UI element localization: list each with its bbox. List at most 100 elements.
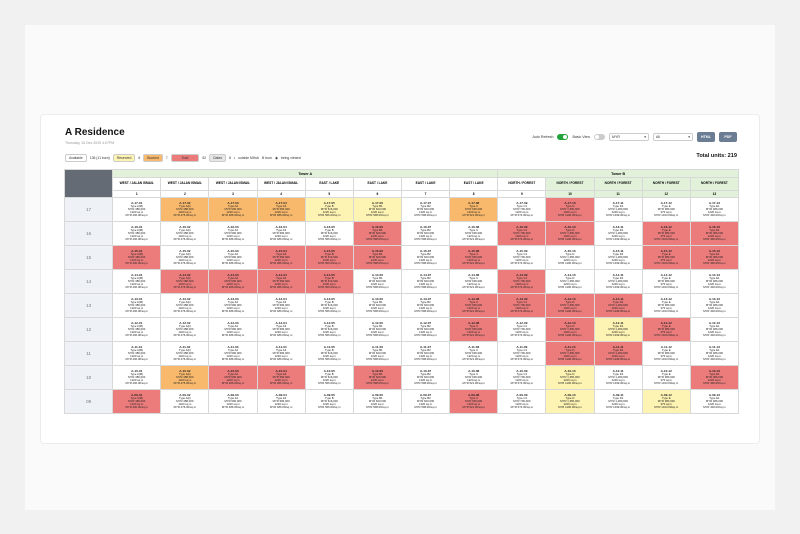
unit-cell[interactable]: A-17-09 Type C1 MYR 700,000 1220 sq.m MYR 57… xyxy=(497,197,547,222)
unit-cell[interactable]: A-11-06 Type B1 MYR 620,000 1220 sq.m MYR 50… xyxy=(352,341,402,366)
unit-cell[interactable]: A-11-12 Type E MYR 380,000 375 sq.m MYR 1013… xyxy=(641,341,691,366)
unit-cell[interactable]: A-10-08 Type C MYR 636,000 1220 sq.m MYR 521… xyxy=(449,365,499,390)
unit-cell[interactable]: A-12-02 Type A(ii) MYR 488,000 1220 sq.m MYR… xyxy=(160,317,210,342)
unit-cell[interactable]: A-17-01 Type A(M) MYR 486,000 1220 sq.m MYR … xyxy=(112,197,162,222)
unit-cell[interactable]: A-10-01 Type A(M) MYR 486,000 1220 sq.m MYR … xyxy=(112,365,162,390)
unit-cell[interactable]: A-15-10 Type D MYR 1,350,000 1220 sq.m MYR 1… xyxy=(545,245,595,270)
unit-cell[interactable]: A-10-11 Type D1 MYR 1,280,000 1220 sq.m MYR … xyxy=(593,365,643,390)
unit-cell[interactable]: A-15-11 Type D1 MYR 1,280,000 1220 sq.m MYR … xyxy=(593,245,643,270)
unit-cell[interactable]: A-15-06 Type B1 MYR 620,000 1220 sq.m MYR 50… xyxy=(352,245,402,270)
unit-cell[interactable]: A-12-07 Type B2 MYR 620,000 1220 sq.m MYR 50… xyxy=(400,317,451,342)
unit-cell[interactable]: A-15-09 Type C1 MYR 700,000 1220 sq.m MYR 57… xyxy=(497,245,547,270)
unit-cell[interactable]: A-13-07 Type B2 MYR 620,000 1220 sq.m MYR 50… xyxy=(400,293,451,318)
unit-cell[interactable]: A-13-13 Type E1 MYR 486,000 1220 sq.m MYR 40… xyxy=(689,293,740,318)
unit-cell[interactable]: A-09-05 Type B MYR 616,000 1220 sq.m MYR 506… xyxy=(304,389,354,414)
unit-cell[interactable]: A-16-05 Type B MYR 616,000 1220 sq.m MYR 506… xyxy=(304,221,354,246)
legend-reserved[interactable]: Reserved xyxy=(112,154,136,162)
unit-cell[interactable]: A-17-03 Type A2 MYR 596,000 1220 sq.m MYR 48… xyxy=(208,197,258,222)
unit-cell[interactable]: A-16-10 Type D MYR 1,350,000 1220 sq.m MYR 1… xyxy=(545,221,595,246)
unit-cell[interactable]: A-11-09 Type C1 MYR 700,000 1220 sq.m MYR 57… xyxy=(497,341,547,366)
unit-cell[interactable]: A-15-02 Type A(ii) MYR 488,000 1220 sq.m MYR… xyxy=(160,245,210,270)
unit-cell[interactable]: A-13-08 Type C MYR 636,000 1220 sq.m MYR 521… xyxy=(449,293,499,318)
unit-cell[interactable]: A-11-08 Type C MYR 636,000 1220 sq.m MYR 521… xyxy=(449,341,499,366)
unit-cell[interactable]: A-12-01 Type A(M) MYR 486,000 1220 sq.m MYR … xyxy=(112,317,162,342)
unit-cell[interactable]: A-16-01 Type A(M) MYR 486,000 1220 sq.m MYR … xyxy=(112,221,162,246)
unit-cell[interactable]: A-12-05 Type B MYR 616,000 1220 sq.m MYR 506… xyxy=(304,317,354,342)
unit-cell[interactable]: A-15-03 Type A2 MYR 596,000 1220 sq.m MYR 48… xyxy=(208,245,258,270)
unit-cell[interactable]: A-09-09 Type C1 MYR 700,000 1220 sq.m MYR 57… xyxy=(497,389,547,414)
unit-cell[interactable]: A-13-02 Type A(ii) MYR 488,000 1220 sq.m MYR… xyxy=(160,293,210,318)
unit-cell[interactable]: A-16-12 Type E MYR 380,000 375 sq.m MYR 1013… xyxy=(641,221,691,246)
unit-cell[interactable]: A-13-06 Type B1 MYR 620,000 1220 sq.m MYR 50… xyxy=(352,293,402,318)
unit-cell[interactable]: A-13-11 Type D1 MYR 1,280,000 1220 sq.m MYR … xyxy=(593,293,643,318)
unit-cell[interactable]: A-15-07 Type B2 MYR 620,000 1220 sq.m MYR 50… xyxy=(400,245,451,270)
legend-sold[interactable]: Sold xyxy=(170,154,200,162)
unit-cell[interactable]: A-13-10 Type D MYR 1,350,000 1220 sq.m MYR 1… xyxy=(545,293,595,318)
unit-cell[interactable]: A-15-05 Type B MYR 616,000 1220 sq.m MYR 506… xyxy=(304,245,354,270)
unit-cell[interactable]: A-16-07 Type B2 MYR 620,000 1220 sq.m MYR 50… xyxy=(400,221,451,246)
unit-cell[interactable]: A-11-04 Type A3 MYR 596,000 1220 sq.m MYR 48… xyxy=(256,341,306,366)
unit-cell[interactable]: A-09-06 Type B1 MYR 620,000 1220 sq.m MYR 50… xyxy=(352,389,402,414)
unit-cell[interactable]: A-14-03 Type A2 MYR 596,000 1220 sq.m MYR 48… xyxy=(208,269,258,294)
unit-cell[interactable]: A-10-10 Type D MYR 1,350,000 1220 sq.m MYR 1… xyxy=(545,365,595,390)
unit-cell[interactable]: A-10-13 Type E1 MYR 486,000 1220 sq.m MYR 40… xyxy=(689,365,740,390)
unit-cell[interactable]: A-15-08 Type C MYR 636,000 1220 sq.m MYR 521… xyxy=(449,245,499,270)
unit-cell[interactable]: A-12-04 Type A3 MYR 596,000 1220 sq.m MYR 48… xyxy=(256,317,306,342)
unit-cell[interactable]: A-14-02 Type A(ii) MYR 488,000 1220 sq.m MYR… xyxy=(160,269,210,294)
unit-cell[interactable]: A-13-04 Type A3 MYR 596,000 1220 sq.m MYR 48… xyxy=(256,293,306,318)
unit-cell[interactable]: A-14-12 Type E MYR 380,000 375 sq.m MYR 1013… xyxy=(641,269,691,294)
unit-cell[interactable]: A-12-09 Type C1 MYR 700,000 1220 sq.m MYR 57… xyxy=(497,317,547,342)
unit-cell[interactable]: A-17-10 Type D MYR 1,350,000 1220 sq.m MYR 1… xyxy=(545,197,595,222)
unit-cell[interactable]: A-10-04 Type A3 MYR 596,000 1220 sq.m MYR 48… xyxy=(256,365,306,390)
unit-cell[interactable]: A-17-13 Type E1 MYR 486,000 1220 sq.m MYR 40… xyxy=(689,197,740,222)
unit-cell[interactable]: A-09-03 Type A2 MYR 596,000 1220 sq.m MYR 48… xyxy=(208,389,258,414)
unit-cell[interactable]: A-14-13 Type E1 MYR 486,000 1220 sq.m MYR 40… xyxy=(689,269,740,294)
unit-cell[interactable]: A-16-06 Type B1 MYR 620,000 1220 sq.m MYR 50… xyxy=(352,221,402,246)
unit-cell[interactable]: A-12-03 Type A2 MYR 596,000 1220 sq.m MYR 48… xyxy=(208,317,258,342)
unit-cell[interactable]: A-16-13 Type E1 MYR 486,000 1220 sq.m MYR 40… xyxy=(689,221,740,246)
unit-cell[interactable]: A-11-02 Type A(ii) MYR 488,000 1220 sq.m MYR… xyxy=(160,341,210,366)
unit-cell[interactable]: A-16-04 Type A3 MYR 596,000 1220 sq.m MYR 48… xyxy=(256,221,306,246)
unit-cell[interactable]: A-09-13 Type E1 MYR 486,000 1220 sq.m MYR 40… xyxy=(689,389,740,414)
unit-cell[interactable]: A-10-12 Type E MYR 380,000 375 sq.m MYR 1013… xyxy=(641,365,691,390)
unit-cell[interactable]: A-15-13 Type E1 MYR 486,000 1220 sq.m MYR 40… xyxy=(689,245,740,270)
unit-cell[interactable]: A-14-04 Type A3 MYR 596,000 1220 sq.m MYR 48… xyxy=(256,269,306,294)
unit-cell[interactable]: A-11-10 Type D MYR 1,350,000 1220 sq.m MYR 1… xyxy=(545,341,595,366)
unit-cell[interactable]: A-10-05 Type B MYR 616,000 1220 sq.m MYR 506… xyxy=(304,365,354,390)
unit-cell[interactable]: A-13-12 Type E MYR 380,000 375 sq.m MYR 1013… xyxy=(641,293,691,318)
unit-cell[interactable]: A-17-06 Type B1 MYR 620,000 1220 sq.m MYR 50… xyxy=(352,197,402,222)
unit-cell[interactable]: A-14-10 Type D MYR 1,350,000 1220 sq.m MYR 1… xyxy=(545,269,595,294)
unit-cell[interactable]: A-13-03 Type A2 MYR 596,000 1220 sq.m MYR 48… xyxy=(208,293,258,318)
basic-view-toggle[interactable] xyxy=(594,134,605,140)
unit-cell[interactable]: A-16-02 Type A(ii) MYR 488,000 1220 sq.m MYR… xyxy=(160,221,210,246)
unit-cell[interactable]: A-14-11 Type D1 MYR 1,280,000 1220 sq.m MYR … xyxy=(593,269,643,294)
legend-booked[interactable]: Booked xyxy=(143,154,163,162)
unit-cell[interactable]: A-11-11 Type D1 MYR 1,280,000 1220 sq.m MYR … xyxy=(593,341,643,366)
unit-cell[interactable]: A-15-12 Type E MYR 380,000 375 sq.m MYR 1013… xyxy=(641,245,691,270)
unit-cell[interactable]: A-13-01 Type A(M) MYR 486,000 1220 sq.m MYR … xyxy=(112,293,162,318)
unit-cell[interactable]: A-10-03 Type A2 MYR 596,000 1220 sq.m MYR 48… xyxy=(208,365,258,390)
unit-cell[interactable]: A-14-09 Type C1 MYR 700,000 1220 sq.m MYR 57… xyxy=(497,269,547,294)
unit-cell[interactable]: A-09-08 Type C MYR 636,000 1220 sq.m MYR 521… xyxy=(449,389,499,414)
unit-cell[interactable]: A-11-05 Type B MYR 616,000 1220 sq.m MYR 506… xyxy=(304,341,354,366)
unit-cell[interactable]: A-11-13 Type E1 MYR 486,000 1220 sq.m MYR 40… xyxy=(689,341,740,366)
pdf-button[interactable]: PDF xyxy=(719,132,737,142)
unit-cell[interactable]: A-14-08 Type C MYR 636,000 1220 sq.m MYR 521… xyxy=(449,269,499,294)
unit-cell[interactable]: A-12-12 Type E MYR 380,000 375 sq.m MYR 1013… xyxy=(641,317,691,342)
unit-cell[interactable]: A-10-06 Type B1 MYR 620,000 1220 sq.m MYR 50… xyxy=(352,365,402,390)
unit-cell[interactable]: A-10-07 Type B2 MYR 620,000 1220 sq.m MYR 50… xyxy=(400,365,451,390)
unit-cell[interactable]: A-11-01 Type A(M) MYR 486,000 1220 sq.m MYR … xyxy=(112,341,162,366)
unit-cell[interactable]: A-16-11 Type D1 MYR 1,280,000 1220 sq.m MYR … xyxy=(593,221,643,246)
unit-cell[interactable]: A-09-02 Type A(ii) MYR 488,000 1220 sq.m MYR… xyxy=(160,389,210,414)
unit-cell[interactable]: A-11-03 Type A2 MYR 596,000 1220 sq.m MYR 48… xyxy=(208,341,258,366)
unit-cell[interactable]: A-15-04 Type A3 MYR 596,000 1220 sq.m MYR 48… xyxy=(256,245,306,270)
unit-cell[interactable]: A-17-12 Type E MYR 380,000 375 sq.m MYR 1013… xyxy=(641,197,691,222)
unit-cell[interactable]: A-17-04 Type A3 MYR 596,000 1220 sq.m MYR 48… xyxy=(256,197,306,222)
auto-refresh-toggle[interactable] xyxy=(557,134,569,140)
unit-cell[interactable]: A-13-09 Type C1 MYR 700,000 1220 sq.m MYR 57… xyxy=(497,293,547,318)
unit-cell[interactable]: A-10-09 Type C1 MYR 700,000 1220 sq.m MYR 57… xyxy=(497,365,547,390)
unit-cell[interactable]: A-16-03 Type A2 MYR 596,000 1220 sq.m MYR 48… xyxy=(208,221,258,246)
unit-cell[interactable]: A-09-07 Type B2 MYR 620,000 1220 sq.m MYR 50… xyxy=(400,389,451,414)
unit-cell[interactable]: A-14-07 Type B2 MYR 620,000 1220 sq.m MYR 50… xyxy=(400,269,451,294)
unit-cell[interactable]: A-17-11 Type D1 MYR 1,280,000 1220 sq.m MYR … xyxy=(593,197,643,222)
